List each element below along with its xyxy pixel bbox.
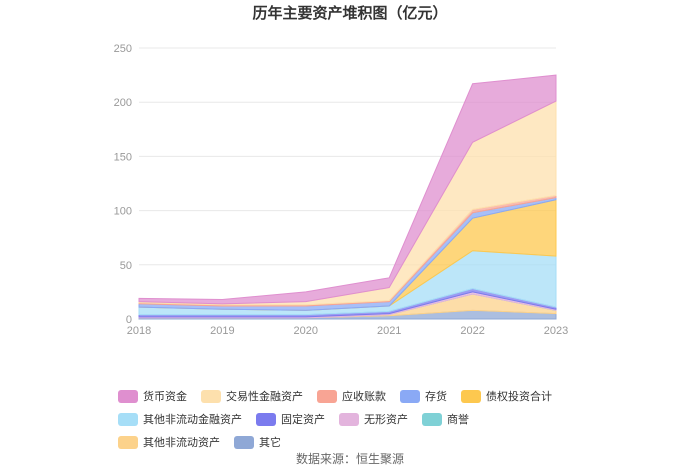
legend-item[interactable]: 存货 bbox=[400, 388, 447, 404]
y-tick-label: 200 bbox=[114, 97, 132, 109]
legend-label: 货币资金 bbox=[143, 390, 187, 403]
legend-swatch bbox=[118, 389, 138, 403]
y-tick-label: 250 bbox=[114, 43, 132, 55]
legend-item[interactable]: 债权投资合计 bbox=[461, 388, 552, 404]
x-axis-ticks: 2018 2019 2020 2021 2022 2023 bbox=[127, 325, 568, 337]
legend-swatch bbox=[422, 412, 442, 426]
legend-item[interactable]: 无形资产 bbox=[339, 411, 408, 427]
legend-label: 其它 bbox=[259, 436, 281, 449]
legend-item[interactable]: 货币资金 bbox=[118, 388, 187, 404]
x-tick-label: 2021 bbox=[377, 325, 401, 337]
legend-swatch bbox=[339, 412, 359, 426]
y-axis-ticks: 0 50 100 150 200 250 bbox=[114, 43, 132, 326]
legend-row-1: 货币资金 交易性金融资产 应收账款 存货 债权投资合计 bbox=[118, 388, 598, 404]
y-tick-label: 150 bbox=[114, 151, 132, 163]
legend-swatch bbox=[400, 389, 420, 403]
x-tick-label: 2020 bbox=[294, 325, 318, 337]
y-tick-label: 50 bbox=[120, 260, 132, 272]
y-tick-label: 100 bbox=[114, 206, 132, 218]
legend-label: 固定资产 bbox=[281, 413, 325, 426]
x-tick-label: 2023 bbox=[544, 325, 568, 337]
legend-label: 应收账款 bbox=[342, 390, 386, 403]
legend-label: 其他非流动金融资产 bbox=[143, 413, 242, 426]
legend-item[interactable]: 其它 bbox=[234, 434, 281, 450]
legend-item[interactable]: 商誉 bbox=[422, 411, 469, 427]
x-tick-label: 2018 bbox=[127, 325, 151, 337]
legend-label: 其他非流动资产 bbox=[143, 436, 220, 449]
legend-swatch bbox=[118, 435, 138, 449]
legend-item[interactable]: 其他非流动金融资产 bbox=[118, 411, 242, 427]
legend-swatch bbox=[317, 389, 337, 403]
legend-item[interactable]: 交易性金融资产 bbox=[201, 388, 303, 404]
area-series bbox=[138, 74, 557, 320]
legend-swatch bbox=[201, 389, 221, 403]
legend-label: 存货 bbox=[425, 390, 447, 403]
data-source-note: 数据来源：恒生聚源 bbox=[295, 452, 404, 466]
legend-label: 债权投资合计 bbox=[486, 390, 552, 403]
legend-row-2: 其他非流动金融资产 固定资产 无形资产 商誉 其他非流动资产 其它 bbox=[118, 411, 598, 450]
legend-label: 交易性金融资产 bbox=[226, 390, 303, 403]
legend-swatch bbox=[118, 412, 138, 426]
chart-title: 历年主要资产堆积图（亿元） bbox=[252, 4, 447, 22]
legend-swatch bbox=[234, 435, 254, 449]
legend-swatch bbox=[256, 412, 276, 426]
legend-item[interactable]: 应收账款 bbox=[317, 388, 386, 404]
legend-label: 无形资产 bbox=[364, 413, 408, 426]
legend-item[interactable]: 固定资产 bbox=[256, 411, 325, 427]
x-tick-label: 2019 bbox=[210, 325, 234, 337]
area-series bbox=[138, 74, 557, 305]
y-tick-label: 0 bbox=[126, 314, 132, 326]
legend: 货币资金 交易性金融资产 应收账款 存货 债权投资合计 其他非流动金融资产 固定… bbox=[118, 388, 598, 450]
legend-swatch bbox=[461, 389, 481, 403]
legend-label: 商誉 bbox=[447, 413, 469, 426]
legend-item[interactable]: 其他非流动资产 bbox=[118, 434, 220, 450]
x-tick-label: 2022 bbox=[460, 325, 484, 337]
